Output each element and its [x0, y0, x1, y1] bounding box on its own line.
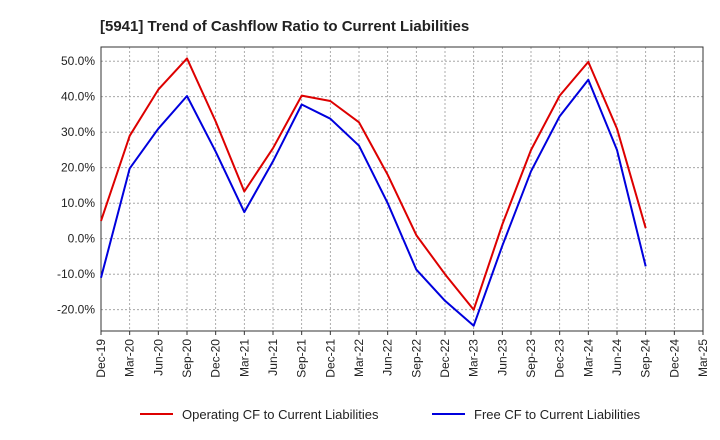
- x-tick-label: Sep-24: [639, 339, 653, 378]
- y-tick-label: 30.0%: [61, 125, 95, 139]
- x-tick-label: Sep-22: [409, 339, 423, 378]
- y-tick-label: 10.0%: [61, 196, 95, 210]
- x-tick-label: Dec-19: [94, 339, 108, 378]
- y-tick-label: 0.0%: [68, 232, 96, 246]
- y-tick-label: -20.0%: [57, 303, 95, 317]
- y-tick-label: 20.0%: [61, 161, 95, 175]
- plot-area: 50.0% 40.0% 30.0% 20.0% 10.0% 0.0% -10.0% -20.0…: [57, 46, 710, 378]
- legend: Operating CF to Current Liabilities Free …: [140, 407, 641, 422]
- x-tick-label: Sep-21: [295, 339, 309, 378]
- x-tick-label: Mar-23: [467, 339, 481, 377]
- x-tick-label: Mar-25: [696, 339, 710, 377]
- x-tick-label: Mar-24: [581, 339, 595, 377]
- x-tick-label: Mar-22: [352, 339, 366, 377]
- x-tick-label: Dec-22: [438, 339, 452, 378]
- x-tick-label: Jun-23: [495, 339, 509, 376]
- x-tick-label: Sep-20: [180, 339, 194, 378]
- x-tick-label: Jun-20: [151, 339, 165, 376]
- x-tick-label: Dec-20: [209, 339, 223, 378]
- x-tick-label: Jun-21: [266, 339, 280, 376]
- y-tick-label: 50.0%: [61, 54, 95, 68]
- x-tick-label: Sep-23: [524, 339, 538, 378]
- chart-title: [5941] Trend of Cashflow Ratio to Curren…: [100, 18, 469, 35]
- x-tick-label: Mar-21: [237, 339, 251, 377]
- y-tick-label: 40.0%: [61, 90, 95, 104]
- plot-background: [101, 47, 703, 331]
- x-tick-label: Mar-20: [123, 339, 137, 377]
- legend-label-2: Free CF to Current Liabilities: [474, 407, 641, 422]
- x-tick-label: Dec-23: [553, 339, 567, 378]
- x-tick-label: Jun-22: [381, 339, 395, 376]
- series-line-2: [100, 78, 647, 327]
- y-tick-label: -10.0%: [57, 267, 95, 281]
- legend-label-1: Operating CF to Current Liabilities: [182, 407, 379, 422]
- x-tick-label: Dec-24: [667, 339, 681, 378]
- series-line-1: [100, 57, 647, 311]
- x-tick-label: Jun-24: [610, 339, 624, 376]
- plot-border: [100, 46, 704, 332]
- x-tick-label: Dec-21: [323, 339, 337, 378]
